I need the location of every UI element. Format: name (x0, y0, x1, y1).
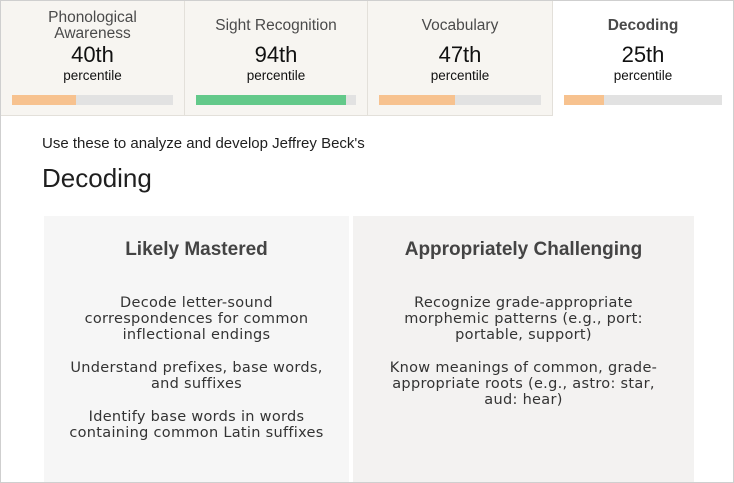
tab-label: Vocabulary (421, 17, 499, 34)
skill-cards: Likely Mastered Decode letter-sound corr… (44, 216, 694, 482)
percentile-unit: percentile (430, 68, 490, 83)
tab-vocabulary[interactable]: Vocabulary 47th percentile (368, 1, 553, 116)
progress-bar (12, 95, 173, 105)
progress-bar-fill (564, 95, 604, 105)
percentile-value: 94th (254, 42, 298, 67)
tab-phonological-awareness[interactable]: Phonological Awareness 40th percentile (1, 1, 185, 116)
percentile-tabs: Phonological Awareness 40th percentile S… (1, 1, 733, 116)
percentile-unit: percentile (246, 68, 306, 83)
card-title: Likely Mastered (125, 239, 268, 260)
progress-bar-fill (379, 95, 456, 105)
progress-bar-fill (12, 95, 77, 105)
tab-label: Decoding (607, 17, 679, 34)
card-title: Appropriately Challenging (404, 239, 643, 260)
skill-item: Recognize grade-appropriate morphemic pa… (404, 295, 643, 343)
tab-sight-recognition[interactable]: Sight Recognition 94th percentile (185, 1, 368, 116)
skill-item: Understand prefixes, base words, and suf… (70, 360, 323, 392)
percentile-value: 40th (71, 42, 114, 67)
appropriately-challenging-card: Appropriately Challenging Recognize grad… (353, 216, 694, 482)
progress-bar (196, 95, 356, 105)
tab-label: Sight Recognition (215, 17, 337, 34)
intro-text: Use these to analyze and develop Jeffrey… (42, 135, 365, 152)
percentile-unit: percentile (63, 68, 122, 83)
tab-decoding[interactable]: Decoding 25th percentile (553, 1, 733, 116)
skill-item: Know meanings of common, grade-appropria… (389, 360, 658, 408)
progress-bar (564, 95, 722, 105)
tab-label: Phonological Awareness (48, 9, 137, 42)
percentile-value: 25th (621, 42, 665, 67)
progress-bar-fill (196, 95, 347, 105)
skill-item: Identify base words in words containing … (69, 409, 324, 441)
percentile-value: 47th (438, 42, 482, 67)
progress-bar (379, 95, 541, 105)
skill-item: Decode letter-sound correspondences for … (84, 295, 309, 343)
section-title: Decoding (42, 163, 152, 193)
likely-mastered-card: Likely Mastered Decode letter-sound corr… (44, 216, 349, 482)
percentile-unit: percentile (613, 68, 673, 83)
